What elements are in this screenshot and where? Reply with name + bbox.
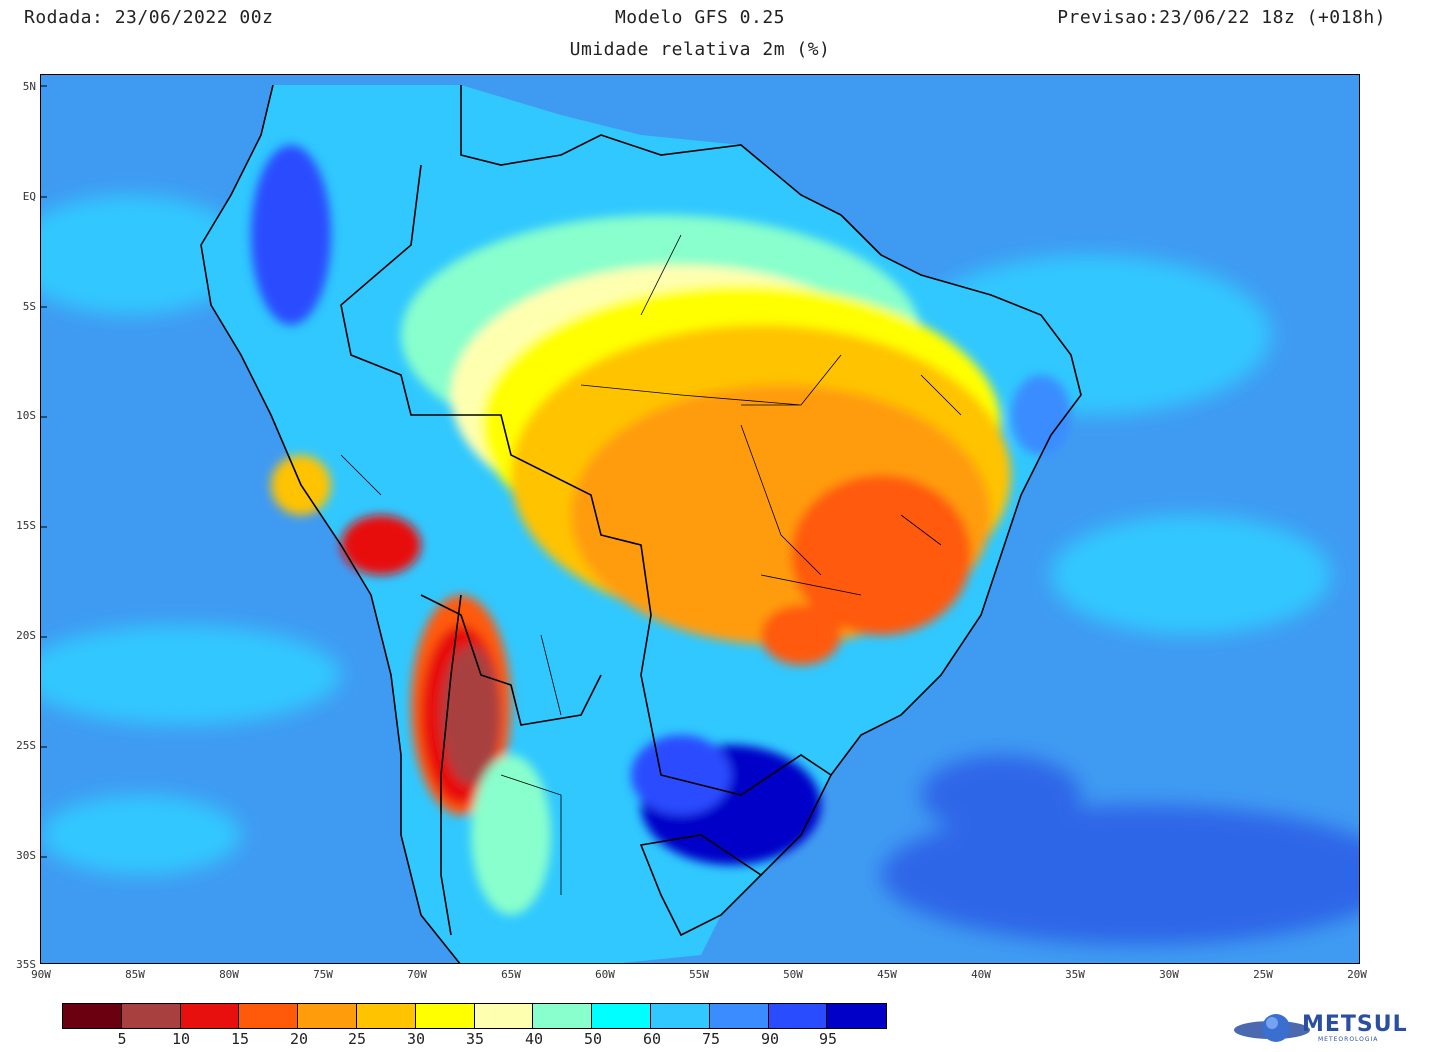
colorbar xyxy=(62,1003,888,1029)
colorbar-label: 40 xyxy=(524,1030,544,1048)
humidity-map xyxy=(40,74,1360,964)
lon-label-25w: 25W xyxy=(1253,968,1273,981)
colorbar-swatch xyxy=(298,1004,357,1028)
colorbar-swatch xyxy=(709,1004,769,1028)
colorbar-label: 60 xyxy=(642,1030,662,1048)
lat-label-30s: 30S xyxy=(16,849,36,862)
map-canvas xyxy=(41,75,1359,963)
lon-label-20w: 20W xyxy=(1347,968,1367,981)
lat-label-5s: 5S xyxy=(22,300,36,313)
metsul-logo-icon xyxy=(1234,1014,1310,1042)
lon-label-70w: 70W xyxy=(407,968,427,981)
colorbar-swatch xyxy=(592,1004,651,1028)
colorbar-swatch xyxy=(415,1004,475,1028)
colorbar-label: 20 xyxy=(289,1030,309,1048)
colorbar-swatch xyxy=(768,1004,828,1028)
colorbar-label: 25 xyxy=(347,1030,367,1048)
axis-ticks xyxy=(41,85,47,858)
colorbar-swatch xyxy=(63,1004,122,1028)
colorbar-swatch xyxy=(650,1004,710,1028)
colorbar-label: 90 xyxy=(760,1030,780,1048)
colorbar-label: 50 xyxy=(583,1030,603,1048)
logo-tagline: METEOROLOGIA xyxy=(1318,1036,1379,1043)
colorbar-swatch xyxy=(827,1004,887,1028)
lat-label-35s: 35S xyxy=(16,958,36,971)
colorbar-label: 10 xyxy=(171,1030,191,1048)
lat-label-15s: 15S xyxy=(16,519,36,532)
colorbar-swatch xyxy=(356,1004,416,1028)
colorbar-label: 15 xyxy=(230,1030,250,1048)
lon-label-80w: 80W xyxy=(219,968,239,981)
lon-label-75w: 75W xyxy=(313,968,333,981)
ocean-moist-patches xyxy=(41,195,1359,945)
colorbar-swatch xyxy=(121,1004,181,1028)
variable-title: Umidade relativa 2m (%) xyxy=(569,39,831,60)
colorbar-label: 95 xyxy=(818,1030,838,1048)
logo-name: METSUL xyxy=(1302,1012,1408,1037)
colorbar-label: 30 xyxy=(406,1030,426,1048)
lat-label-20s: 20S xyxy=(16,629,36,642)
lat-label-25s: 25S xyxy=(16,739,36,752)
lon-label-45w: 45W xyxy=(877,968,897,981)
lon-label-85w: 85W xyxy=(125,968,145,981)
colorbar-label: 5 xyxy=(117,1030,127,1048)
colorbar-label: 75 xyxy=(701,1030,721,1048)
colorbar-swatch xyxy=(180,1004,240,1028)
colorbar-swatch xyxy=(474,1004,534,1028)
lon-label-30w: 30W xyxy=(1159,968,1179,981)
colorbar-swatch xyxy=(239,1004,299,1028)
colorbar-label: 35 xyxy=(465,1030,485,1048)
forecast-valid-label: Previsao:23/06/22 18z (+018h) xyxy=(1057,7,1386,28)
model-label: Modelo GFS 0.25 xyxy=(614,7,786,28)
lon-label-65w: 65W xyxy=(501,968,521,981)
lon-label-50w: 50W xyxy=(783,968,803,981)
lon-label-60w: 60W xyxy=(595,968,615,981)
lon-label-40w: 40W xyxy=(971,968,991,981)
lon-label-90w: 90W xyxy=(31,968,51,981)
lon-label-55w: 55W xyxy=(689,968,709,981)
run-time-label: Rodada: 23/06/2022 00z xyxy=(24,7,274,28)
lat-label-10s: 10S xyxy=(16,409,36,422)
lat-label-eq: EQ xyxy=(22,190,36,203)
colorbar-swatch xyxy=(533,1004,593,1028)
country-boundaries xyxy=(200,84,1082,963)
lon-label-35w: 35W xyxy=(1065,968,1085,981)
lat-label-5n: 5N xyxy=(22,80,36,93)
